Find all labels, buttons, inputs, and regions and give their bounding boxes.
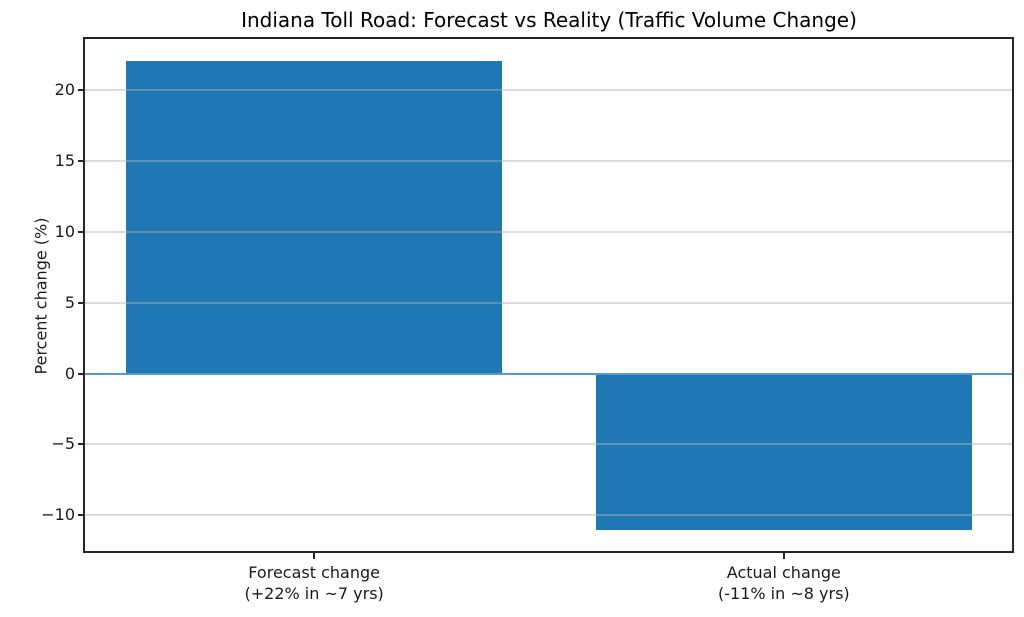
y-tick-mark bbox=[78, 230, 84, 233]
x-tick-mark bbox=[782, 553, 785, 559]
y-tick-mark bbox=[78, 443, 84, 446]
gridline-y-15 bbox=[84, 159, 1014, 162]
zero-reference-line bbox=[84, 372, 1014, 375]
gridline-y-5 bbox=[84, 301, 1014, 304]
x-tick-mark bbox=[313, 553, 316, 559]
y-tick-mark bbox=[78, 514, 84, 517]
y-tick-label: 0 bbox=[64, 363, 75, 383]
y-tick-label: −10 bbox=[41, 505, 75, 525]
y-tick-mark bbox=[78, 301, 84, 304]
y-tick-label: 5 bbox=[64, 292, 75, 312]
y-tick-mark bbox=[78, 372, 84, 375]
y-tick-mark bbox=[78, 88, 84, 91]
gridline-y-10 bbox=[84, 230, 1014, 233]
gridline-y--5 bbox=[84, 443, 1014, 446]
gridline-y--10 bbox=[84, 514, 1014, 517]
y-tick-mark bbox=[78, 159, 84, 162]
bar-2 bbox=[595, 373, 972, 530]
y-tick-label: 15 bbox=[54, 150, 75, 170]
y-tick-label: 10 bbox=[54, 221, 75, 241]
gridline-y-20 bbox=[84, 88, 1014, 91]
y-tick-label: −5 bbox=[51, 434, 75, 454]
chart-title: Indiana Toll Road: Forecast vs Reality (… bbox=[241, 8, 857, 32]
x-tick-label: Actual change (-11% in ~8 yrs) bbox=[718, 563, 850, 603]
bar-1 bbox=[126, 61, 503, 374]
x-tick-label: Forecast change (+22% in ~7 yrs) bbox=[244, 563, 384, 603]
y-tick-label: 20 bbox=[54, 79, 75, 99]
